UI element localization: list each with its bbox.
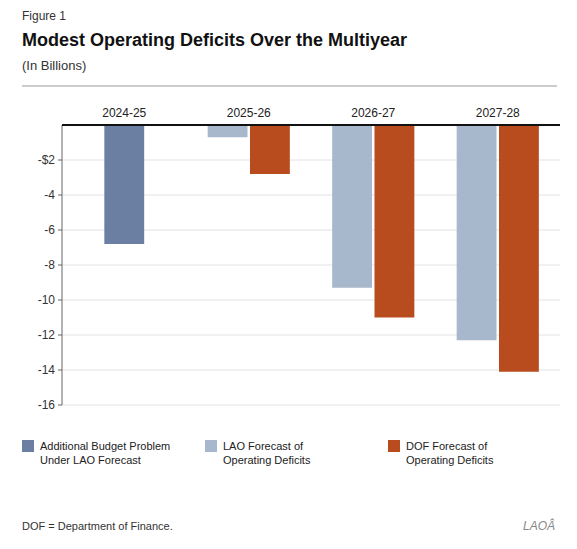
tick-label: -16	[38, 398, 56, 412]
tick-label: -$2	[38, 153, 56, 167]
tick-label: -4	[44, 188, 55, 202]
tick-mark	[58, 405, 62, 406]
legend-label-line: LAO Forecast of	[223, 440, 304, 452]
category-label: 2025-26	[227, 106, 271, 120]
tick-label: -14	[38, 363, 56, 377]
category-label: 2027-28	[476, 106, 520, 120]
tick-label: -8	[44, 258, 55, 272]
legend-label-line: Operating Deficits	[406, 454, 494, 466]
bar	[499, 125, 539, 372]
bar	[208, 125, 248, 137]
logo: LAOÂ	[523, 518, 555, 533]
figure-label: Figure 1	[22, 9, 66, 23]
legend-label: LAO Forecast of Operating Deficits	[223, 440, 311, 466]
bar	[374, 125, 414, 318]
separator	[22, 86, 557, 87]
tick-mark	[58, 195, 62, 196]
legend-label-line: Additional Budget Problem	[40, 440, 170, 452]
zero-line	[62, 124, 560, 126]
category-label: 2024-25	[102, 106, 146, 120]
legend-label: Additional Budget Problem Under LAO Forec…	[40, 440, 170, 466]
bars	[104, 125, 539, 372]
bar	[457, 125, 497, 340]
tick-label: -10	[38, 293, 56, 307]
grid-line	[62, 370, 560, 371]
category-label: 2026-27	[351, 106, 395, 120]
tick-mark	[58, 265, 62, 266]
tick-mark	[58, 160, 62, 161]
bar	[104, 125, 144, 244]
bar	[250, 125, 290, 174]
legend: Additional Budget Problem Under LAO Forec…	[22, 440, 494, 466]
y-axis	[62, 125, 63, 405]
legend-swatch	[22, 440, 34, 452]
legend-label-line: DOF Forecast of	[406, 440, 488, 452]
tick-label: -6	[44, 223, 55, 237]
bar	[332, 125, 372, 288]
legend-label: DOF Forecast of Operating Deficits	[406, 440, 494, 466]
tick-mark	[58, 300, 62, 301]
legend-label-line: Operating Deficits	[223, 454, 311, 466]
tick-mark	[58, 335, 62, 336]
footer: DOF = Department of Finance.	[22, 520, 173, 532]
tick-label: -12	[38, 328, 56, 342]
tick-mark	[58, 230, 62, 231]
legend-label-line: Under LAO Forecast	[40, 454, 141, 466]
title: Modest Operating Deficits Over the Multi…	[22, 30, 407, 50]
legend-swatch	[205, 440, 217, 452]
subtitle: (In Billions)	[22, 58, 86, 73]
grid-line	[62, 405, 560, 406]
legend-swatch	[388, 440, 400, 452]
tick-mark	[58, 370, 62, 371]
